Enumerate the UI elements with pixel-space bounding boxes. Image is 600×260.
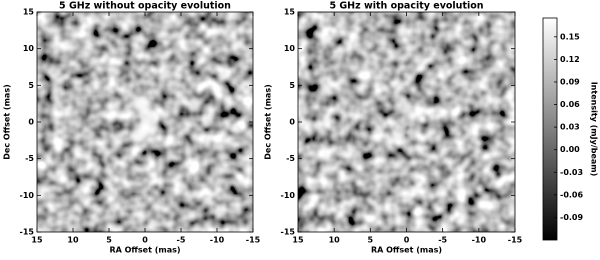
x-tick-label: 0 — [404, 236, 410, 245]
image — [37, 12, 253, 232]
x-tick-label: -10 — [472, 236, 487, 245]
x-tick-label: 15 — [31, 236, 43, 245]
x-tick-label: -5 — [177, 236, 186, 245]
y-tick-label: 5 — [28, 81, 34, 90]
y-axis-label: Dec Offset (mas) — [264, 84, 273, 159]
y-tick-label: 0 — [289, 118, 295, 127]
y-tick-label: -5 — [286, 154, 295, 163]
colorbar — [542, 17, 558, 241]
source-blob — [142, 108, 156, 124]
chart-title: 5 GHz without opacity evolution — [59, 1, 231, 12]
y-tick-label: -5 — [25, 154, 34, 163]
image — [298, 12, 515, 232]
y-tick-label: 15 — [284, 8, 296, 17]
y-tick-label: 10 — [284, 44, 296, 53]
colorbar-tick-label: 0.06 — [560, 100, 580, 109]
x-tick-label: 5 — [106, 236, 112, 245]
y-tick-label: 5 — [289, 81, 295, 90]
x-axis-label: RA Offset (mas) — [109, 246, 180, 255]
source-emission — [393, 95, 418, 142]
y-tick-label: -15 — [20, 228, 35, 237]
x-tick-label: -15 — [246, 236, 261, 245]
y-axis-label: Dec Offset (mas) — [3, 84, 12, 159]
colorbar-tick-label: 0.12 — [560, 55, 580, 64]
x-tick-label: 15 — [292, 236, 304, 245]
colorbar-tick-label: 0.03 — [560, 123, 580, 132]
colorbar-tick-label: -0.09 — [560, 213, 583, 222]
y-tick-label: 0 — [28, 118, 34, 127]
x-tick-label: -5 — [438, 236, 447, 245]
y-tick-label: -15 — [281, 228, 296, 237]
y-tick-label: -10 — [281, 191, 296, 200]
y-tick-label: 15 — [23, 8, 35, 17]
source-emission — [132, 95, 156, 142]
source-blob — [133, 95, 149, 113]
x-tick-label: -10 — [210, 236, 225, 245]
source-blob — [394, 95, 411, 113]
colorbar-tick-label: -0.06 — [560, 190, 583, 199]
colorbar-tick-label: 0.09 — [560, 77, 580, 86]
chart-title: 5 GHz with opacity evolution — [329, 1, 483, 12]
colorbar-tick-label: 0.00 — [560, 145, 580, 154]
source-blob — [132, 130, 146, 142]
x-tick-label: 0 — [142, 236, 148, 245]
y-tick-label: 10 — [23, 44, 35, 53]
y-tick-label: -10 — [20, 191, 35, 200]
source-blob — [393, 130, 408, 142]
colorbar-tick-label: -0.03 — [560, 168, 583, 177]
x-tick-label: 10 — [329, 236, 341, 245]
colorbar-tick-label: 0.15 — [560, 32, 580, 41]
x-axis-label: RA Offset (mas) — [371, 246, 442, 255]
source-blob — [403, 108, 418, 124]
x-tick-label: -15 — [508, 236, 523, 245]
x-tick-label: 10 — [67, 236, 79, 245]
colorbar-label: Intensity (mJy/beam) — [590, 82, 599, 177]
x-tick-label: 5 — [368, 236, 374, 245]
